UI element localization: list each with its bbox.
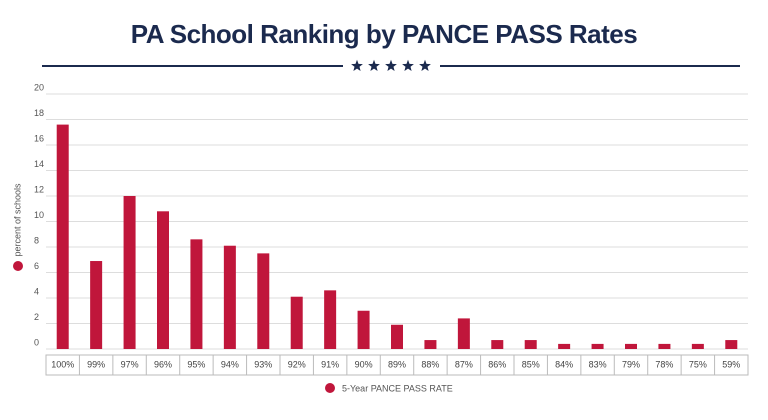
y-tick-label: 14 xyxy=(34,159,44,169)
bar xyxy=(290,296,303,349)
legend-marker xyxy=(325,383,335,393)
bar xyxy=(123,196,136,349)
category-row xyxy=(45,354,749,376)
y-tick-label: 6 xyxy=(34,261,39,271)
x-tick-label: 78% xyxy=(655,359,673,369)
bar xyxy=(324,290,337,349)
y-axis-label: percent of schools xyxy=(12,183,22,257)
x-tick-label: 59% xyxy=(722,359,740,369)
legend-label: 5-Year PANCE PASS RATE xyxy=(342,383,453,393)
y-tick-label: 18 xyxy=(34,108,44,118)
bar xyxy=(190,239,203,349)
y-tick-label: 16 xyxy=(34,133,44,143)
x-tick-label: 96% xyxy=(154,359,172,369)
y-tick-label: 10 xyxy=(34,210,44,220)
y-tick-label: 0 xyxy=(34,337,39,347)
star xyxy=(351,59,363,71)
bar xyxy=(491,340,504,349)
star xyxy=(402,59,414,71)
bar xyxy=(424,340,437,349)
x-tick-label: 79% xyxy=(622,359,640,369)
bar xyxy=(691,343,704,349)
x-tick-label: 93% xyxy=(254,359,272,369)
y-tick-label: 8 xyxy=(34,235,39,245)
bar xyxy=(725,340,738,349)
x-tick-label: 91% xyxy=(321,359,339,369)
bar xyxy=(558,343,571,349)
bar xyxy=(56,124,69,349)
star xyxy=(368,59,380,71)
bar xyxy=(157,211,169,349)
title-stars xyxy=(351,59,431,71)
x-tick-label: 89% xyxy=(388,359,406,369)
x-tick-label: 92% xyxy=(288,359,306,369)
x-tick-label: 85% xyxy=(522,359,540,369)
bar xyxy=(625,343,637,349)
x-tick-label: 75% xyxy=(689,359,707,369)
bar xyxy=(524,340,537,349)
x-tick-label: 84% xyxy=(555,359,573,369)
x-tick-label: 100% xyxy=(51,359,74,369)
x-tick-label: 86% xyxy=(488,359,506,369)
x-tick-label: 87% xyxy=(455,359,473,369)
chart-title: PA School Ranking by PANCE PASS Rates xyxy=(131,19,637,49)
bar xyxy=(591,343,604,349)
x-tick-label: 90% xyxy=(355,359,373,369)
y-tick-label: 12 xyxy=(34,184,44,194)
y-label-marker xyxy=(13,261,23,271)
bar xyxy=(90,261,103,349)
y-tick-label: 2 xyxy=(34,312,39,322)
x-tick-label: 97% xyxy=(121,359,139,369)
x-tick-label: 99% xyxy=(87,359,105,369)
bar xyxy=(223,245,236,349)
y-tick-label: 20 xyxy=(34,82,44,92)
x-tick-label: 83% xyxy=(589,359,607,369)
bar xyxy=(658,343,671,349)
x-tick-label: 88% xyxy=(421,359,439,369)
y-tick-label: 4 xyxy=(34,286,39,296)
x-tick-label: 94% xyxy=(221,359,239,369)
bar xyxy=(357,310,370,349)
star xyxy=(385,59,397,71)
bar xyxy=(457,318,470,349)
bar xyxy=(391,324,403,349)
star xyxy=(419,59,431,71)
x-tick-label: 95% xyxy=(187,359,205,369)
bar xyxy=(257,253,270,349)
